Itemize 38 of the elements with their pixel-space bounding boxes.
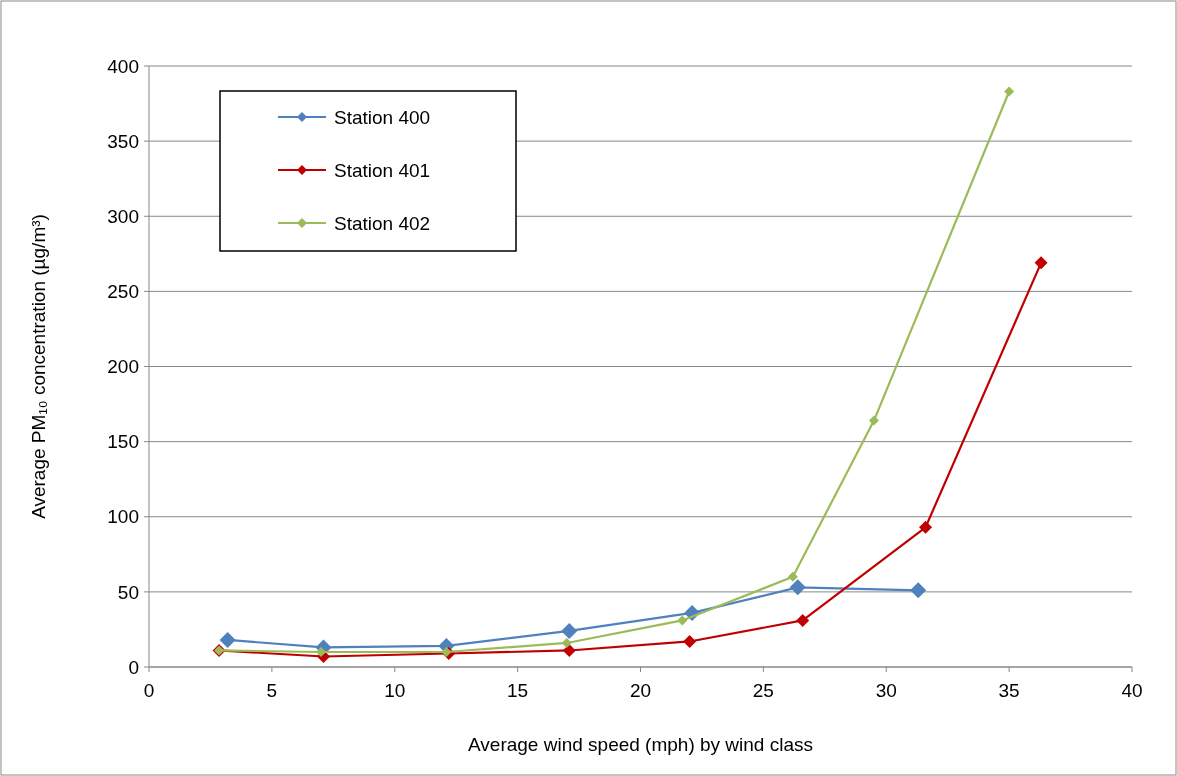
y-tick-label: 150 <box>107 431 139 453</box>
point <box>789 579 806 596</box>
x-tick-label: 0 <box>143 680 155 701</box>
x-tick-label: 40 <box>1121 680 1143 701</box>
point <box>562 643 576 657</box>
point <box>919 520 933 534</box>
x-tick-label: 10 <box>384 680 406 701</box>
y-axis-title: Average PM₁₀ concentration (µg/m³) <box>28 214 49 519</box>
y-tick-label: 400 <box>107 55 139 77</box>
y-tick-label: 250 <box>107 281 139 303</box>
y-tick-label: 300 <box>107 205 139 227</box>
point <box>561 622 578 639</box>
x-tick-label: 15 <box>507 680 529 701</box>
point <box>787 571 798 582</box>
point <box>1004 86 1015 97</box>
x-tick-label: 25 <box>752 680 774 701</box>
y-tick-label: 200 <box>107 356 139 378</box>
point <box>683 634 697 648</box>
legend-label: Station 400 <box>334 106 431 128</box>
point <box>1034 256 1048 270</box>
point <box>868 415 879 426</box>
y-tick-label: 0 <box>128 656 139 678</box>
y-tick-label: 50 <box>117 581 139 603</box>
point <box>910 582 927 599</box>
point <box>677 615 688 626</box>
x-tick-label: 30 <box>875 680 897 701</box>
y-tick-label: 100 <box>107 506 139 528</box>
x-tick-label: 5 <box>266 680 278 701</box>
point <box>561 637 572 648</box>
y-tick-label: 350 <box>107 130 139 152</box>
x-axis-title: Average wind speed (mph) by wind class <box>468 734 813 755</box>
legend-label: Station 402 <box>334 212 431 234</box>
x-tick-label: 35 <box>998 680 1020 701</box>
point <box>796 613 810 627</box>
x-tick-label: 20 <box>629 680 652 701</box>
point <box>219 631 236 648</box>
point <box>441 646 452 657</box>
legend-label: Station 401 <box>334 159 431 181</box>
